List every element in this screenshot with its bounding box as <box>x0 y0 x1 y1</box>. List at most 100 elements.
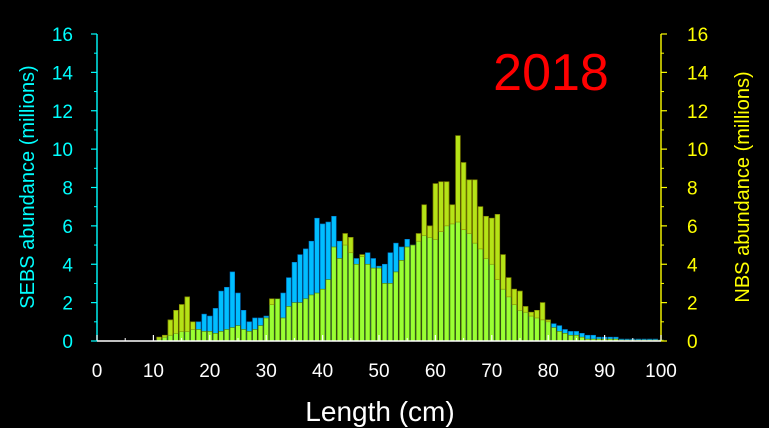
nbs-excess-bar <box>477 206 484 250</box>
y-tick-label-left: 8 <box>62 179 73 200</box>
nbs-excess-bar <box>489 217 495 265</box>
nbs-excess-bar <box>466 179 472 234</box>
nbs-bar <box>353 263 360 342</box>
nbs-bar <box>359 254 365 342</box>
y-tick-label-left: 6 <box>62 217 73 238</box>
nbs-bar <box>404 246 410 342</box>
nbs-bar <box>449 204 455 342</box>
x-tick-label: 80 <box>538 361 559 382</box>
y-axis-title-left: SEBS abundance (millions) <box>17 65 39 308</box>
nbs-excess-bar <box>342 233 348 246</box>
nbs-bar <box>342 233 348 342</box>
nbs-excess-bar <box>500 254 506 290</box>
y-axis-title-right: NBS abundance (millions) <box>732 71 754 302</box>
nbs-bar <box>556 331 563 342</box>
nbs-excess-bar <box>167 319 173 336</box>
y-tick-label-left: 0 <box>62 332 73 353</box>
nbs-bar <box>201 331 207 342</box>
y-tick-label-left: 14 <box>52 63 74 84</box>
y-tick-label-left: 12 <box>52 102 73 123</box>
y-tick-label-left: 10 <box>52 140 73 161</box>
nbs-bar <box>398 260 405 342</box>
nbs-excess-bar <box>472 179 478 244</box>
nbs-bar <box>246 331 252 342</box>
nbs-bar <box>280 317 286 342</box>
nbs-bar <box>382 283 388 342</box>
y-tick-label-right: 6 <box>687 217 698 238</box>
nbs-excess-bar <box>178 304 185 332</box>
nbs-excess-bar <box>460 162 467 231</box>
y-tick-label-left: 2 <box>62 294 73 315</box>
nbs-bar <box>319 288 326 342</box>
nbs-bar <box>241 329 247 342</box>
nbs-bar <box>274 298 281 342</box>
y-tick-label-left: 16 <box>52 25 73 46</box>
x-tick-label: 100 <box>645 361 677 382</box>
nbs-bar <box>365 263 371 342</box>
y-tick-label-right: 10 <box>687 140 708 161</box>
nbs-bar <box>303 298 309 342</box>
nbs-bar <box>387 283 393 342</box>
nbs-excess-bar <box>494 214 501 280</box>
nbs-bar <box>336 258 343 342</box>
nbs-bar <box>528 311 534 342</box>
nbs-excess-bar <box>432 183 439 240</box>
nbs-excess-bar <box>545 319 551 323</box>
x-tick-label: 30 <box>256 361 277 382</box>
x-tick-label: 50 <box>368 361 389 382</box>
nbs-bar <box>370 267 376 342</box>
y-tick-label-right: 12 <box>687 102 708 123</box>
nbs-excess-bar <box>528 311 534 317</box>
nbs-bar <box>269 298 275 342</box>
nbs-bar <box>229 327 235 342</box>
nbs-bar <box>325 279 331 342</box>
axes <box>91 33 667 342</box>
x-tick-label: 10 <box>143 361 164 382</box>
nbs-bar <box>297 302 303 342</box>
nbs-excess-bar <box>269 298 275 305</box>
nbs-bar <box>331 246 337 342</box>
year-annotation: 2018 <box>493 44 609 102</box>
nbs-excess-bar <box>421 204 427 236</box>
nbs-bar <box>415 233 422 342</box>
nbs-excess-bar <box>517 290 523 311</box>
nbs-bar <box>218 331 224 342</box>
nbs-excess-bar <box>184 296 190 332</box>
nbs-bar <box>568 334 574 342</box>
nbs-excess-bar <box>534 309 540 319</box>
y-tick-label-right: 16 <box>687 25 708 46</box>
nbs-excess-bar <box>427 225 433 238</box>
nbs-bar <box>308 294 314 342</box>
x-tick-label: 70 <box>481 361 502 382</box>
nbs-excess-bar <box>539 302 546 321</box>
nbs-bar <box>252 329 258 342</box>
nbs-bar <box>314 292 320 342</box>
y-tick-label-right: 8 <box>687 179 698 200</box>
nbs-excess-bar <box>523 306 529 313</box>
nbs-excess-bar <box>415 233 422 242</box>
y-tick-label-right: 0 <box>687 332 698 353</box>
nbs-excess-bar <box>438 181 444 232</box>
x-axis-title: Length (cm) <box>305 396 454 427</box>
nbs-bar <box>195 329 202 342</box>
x-tick-label: 90 <box>594 361 615 382</box>
nbs-bar <box>393 271 399 342</box>
nbs-excess-bar <box>449 204 455 225</box>
nbs-excess-bar <box>162 334 168 338</box>
nbs-excess-bar <box>506 277 512 298</box>
nbs-bar <box>427 225 433 342</box>
nbs-excess-bar <box>156 336 162 340</box>
nbs-bar <box>257 325 264 342</box>
x-tick-label: 60 <box>425 361 446 382</box>
nbs-excess-bar <box>359 254 365 257</box>
x-tick-label: 40 <box>312 361 333 382</box>
nbs-bar <box>410 244 416 342</box>
nbs-bar <box>562 333 568 342</box>
nbs-bar <box>286 306 292 342</box>
nbs-excess-bar <box>483 215 489 259</box>
x-tick-label: 20 <box>199 361 220 382</box>
nbs-bar <box>212 333 219 342</box>
y-tick-label-right: 4 <box>687 255 698 276</box>
